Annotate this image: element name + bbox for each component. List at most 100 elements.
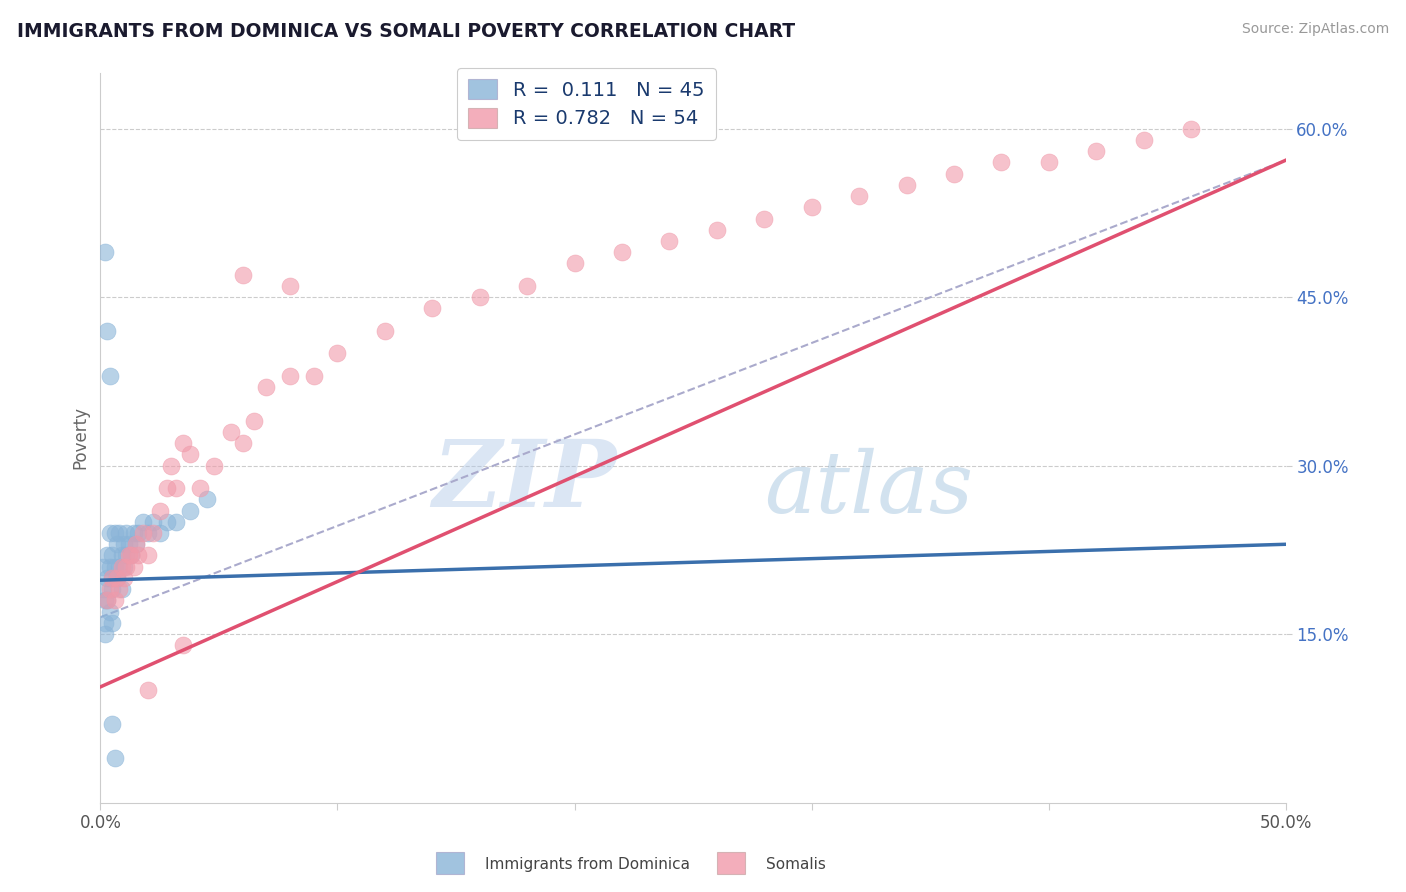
Point [420, 301, 443, 316]
Point [149, 526, 172, 541]
Point [232, 436, 254, 450]
Text: Immigrants from Dominica: Immigrants from Dominica [485, 857, 690, 872]
Point [101, 582, 124, 597]
Point [125, 537, 148, 551]
Point [94, 615, 117, 630]
Point [1038, 155, 1060, 169]
Point [96, 571, 118, 585]
Point [1132, 133, 1154, 147]
Point [202, 458, 225, 473]
Point [111, 582, 134, 597]
Point [120, 549, 142, 563]
Point [1180, 121, 1202, 136]
Point [165, 481, 187, 495]
Point [326, 346, 349, 360]
Point [112, 559, 135, 574]
Point [172, 436, 194, 450]
Point [108, 526, 131, 541]
Point [94, 627, 117, 641]
Text: IMMIGRANTS FROM DOMINICA VS SOMALI POVERTY CORRELATION CHART: IMMIGRANTS FROM DOMINICA VS SOMALI POVER… [17, 22, 794, 41]
Point [141, 515, 163, 529]
Point [374, 324, 396, 338]
Point [278, 279, 301, 293]
Point [149, 503, 172, 517]
Point [302, 368, 325, 383]
Point [98, 582, 121, 597]
Point [111, 549, 134, 563]
Point [94, 245, 117, 260]
Point [136, 549, 159, 563]
Point [105, 537, 128, 551]
Point [98, 526, 121, 541]
Text: Somalis: Somalis [766, 857, 827, 872]
Point [122, 526, 145, 541]
Point [136, 683, 159, 698]
Point [136, 526, 159, 541]
Y-axis label: Poverty: Poverty [72, 406, 89, 469]
Point [115, 526, 138, 541]
Point [101, 615, 124, 630]
Point [232, 268, 254, 282]
Point [156, 481, 179, 495]
Point [848, 189, 870, 203]
Point [132, 515, 155, 529]
Point [754, 211, 776, 226]
Point [101, 717, 124, 731]
Text: atlas: atlas [765, 447, 973, 530]
Point [105, 571, 128, 585]
Point [112, 537, 135, 551]
Point [800, 200, 823, 214]
Point [98, 605, 121, 619]
Point [96, 593, 118, 607]
Point [96, 593, 118, 607]
Point [160, 458, 183, 473]
Point [610, 245, 633, 260]
Legend: R =  0.111   N = 45, R = 0.782   N = 54: R = 0.111 N = 45, R = 0.782 N = 54 [457, 68, 716, 140]
Text: Source: ZipAtlas.com: Source: ZipAtlas.com [1241, 22, 1389, 37]
Point [103, 593, 125, 607]
Point [101, 549, 124, 563]
Point [112, 571, 135, 585]
Point [468, 290, 491, 304]
Point [188, 481, 211, 495]
Point [179, 503, 201, 517]
Point [254, 380, 277, 394]
FancyBboxPatch shape [717, 852, 745, 874]
Point [127, 549, 149, 563]
Point [942, 167, 965, 181]
Point [118, 537, 141, 551]
FancyBboxPatch shape [436, 852, 464, 874]
Point [127, 526, 149, 541]
Point [141, 526, 163, 541]
Point [101, 571, 124, 585]
Point [101, 571, 124, 585]
Point [108, 559, 131, 574]
Point [115, 549, 138, 563]
Point [156, 515, 179, 529]
Point [120, 549, 142, 563]
Point [111, 559, 134, 574]
Point [896, 178, 918, 192]
Point [278, 368, 301, 383]
Point [658, 234, 681, 248]
Point [96, 549, 118, 563]
Point [706, 223, 728, 237]
Point [96, 324, 118, 338]
Point [98, 559, 121, 574]
Point [1085, 144, 1108, 158]
Text: ZIP: ZIP [432, 436, 616, 526]
Point [91, 582, 114, 597]
Point [132, 526, 155, 541]
Point [516, 279, 538, 293]
Point [990, 155, 1012, 169]
Point [195, 492, 218, 507]
Point [91, 559, 114, 574]
Point [108, 582, 131, 597]
Point [98, 368, 121, 383]
Point [118, 549, 141, 563]
Point [94, 593, 117, 607]
Point [103, 559, 125, 574]
Point [179, 447, 201, 461]
Point [122, 559, 145, 574]
Point [165, 515, 187, 529]
